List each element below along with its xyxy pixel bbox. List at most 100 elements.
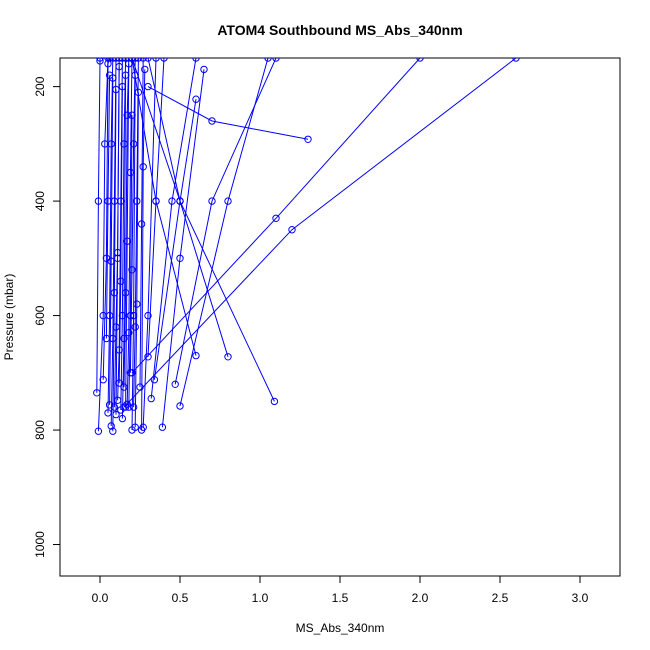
data-point <box>168 197 176 205</box>
data-point <box>128 58 136 62</box>
data-point <box>109 427 117 435</box>
y-tick-label: 1000 <box>33 531 47 558</box>
data-point <box>134 58 143 62</box>
y-tick-label: 600 <box>33 305 47 325</box>
data-point <box>141 65 149 74</box>
data-point <box>264 58 272 62</box>
series-line <box>129 58 136 373</box>
data-point <box>288 226 296 234</box>
series-line <box>161 69 205 428</box>
data-point <box>131 323 139 331</box>
series-line <box>131 58 275 402</box>
series-line <box>142 58 157 428</box>
data-point <box>171 380 179 388</box>
data-point <box>125 58 133 62</box>
data-point <box>125 329 133 337</box>
data-point <box>118 58 127 62</box>
series-line <box>105 75 111 339</box>
data-point <box>304 135 312 144</box>
series-line <box>179 58 269 407</box>
data-point <box>115 58 123 62</box>
data-point <box>224 197 232 205</box>
data-point <box>137 220 146 228</box>
series-24 <box>137 65 149 434</box>
data-point <box>121 58 130 62</box>
data-point <box>144 353 152 361</box>
data-point <box>99 376 107 384</box>
data-point <box>272 58 280 62</box>
series-line <box>118 86 123 384</box>
data-point <box>120 334 128 343</box>
series-25 <box>139 58 160 431</box>
series-34 <box>128 58 279 406</box>
series-1 <box>93 58 104 397</box>
series-line <box>120 58 127 411</box>
data-point <box>131 58 139 62</box>
y-tick-label: 400 <box>33 191 47 211</box>
data-point <box>131 423 139 431</box>
series-line <box>141 69 146 431</box>
series-line <box>134 92 139 428</box>
series-14 <box>118 71 130 423</box>
data-point <box>112 410 120 419</box>
data-point <box>94 427 103 435</box>
data-point <box>224 353 232 361</box>
data-point <box>147 394 155 403</box>
data-point <box>144 82 152 91</box>
data-point <box>105 58 114 62</box>
series-line <box>121 75 127 419</box>
series-8 <box>109 85 120 435</box>
data-point <box>176 197 184 205</box>
series-35 <box>144 82 312 144</box>
series-line <box>131 75 136 431</box>
data-point <box>144 58 152 62</box>
data-point <box>176 254 184 262</box>
x-axis-label: MS_Abs_340nm <box>296 621 385 635</box>
series-27 <box>147 58 200 403</box>
series-line <box>147 86 309 140</box>
series-line <box>150 58 197 399</box>
data-point <box>416 58 424 62</box>
series-36 <box>120 58 520 411</box>
y-tick-label: 200 <box>33 76 47 96</box>
data-point <box>115 379 123 387</box>
x-tick-label: 0.0 <box>92 591 109 605</box>
series-line <box>112 89 117 432</box>
series-line <box>147 58 165 357</box>
data-point <box>272 214 280 223</box>
x-tick-label: 0.5 <box>172 591 189 605</box>
data-point <box>96 58 104 65</box>
data-point <box>96 58 104 62</box>
data-point <box>107 422 115 430</box>
series-line <box>115 66 120 415</box>
data-point <box>152 197 160 205</box>
chart-title: ATOM4 Southbound MS_Abs_340nm <box>217 22 462 38</box>
data-point <box>117 197 125 205</box>
data-point <box>129 140 138 148</box>
data-point <box>94 197 103 205</box>
series-line <box>131 58 197 356</box>
data-point <box>176 402 184 410</box>
series-line <box>123 58 130 388</box>
data-point <box>123 237 131 245</box>
series-line <box>109 77 114 405</box>
data-point <box>133 300 141 308</box>
x-tick-label: 1.5 <box>332 591 349 605</box>
data-point <box>128 369 136 377</box>
series-line <box>131 58 421 374</box>
axes: 0.0 0.5 1.0 1.5 2.0 2.5 3.0 200 400 600 800 1000 <box>33 76 589 605</box>
data-point <box>270 397 279 406</box>
series-line <box>139 58 144 388</box>
series-31 <box>176 58 272 410</box>
series-line <box>96 58 101 393</box>
data-point <box>128 266 136 274</box>
series-group <box>93 58 520 435</box>
data-point <box>208 197 216 205</box>
series-line <box>125 63 130 408</box>
data-point <box>133 197 141 205</box>
data-point <box>150 376 159 384</box>
data-point <box>152 58 160 62</box>
data-point <box>158 423 167 431</box>
series-line <box>97 58 109 432</box>
